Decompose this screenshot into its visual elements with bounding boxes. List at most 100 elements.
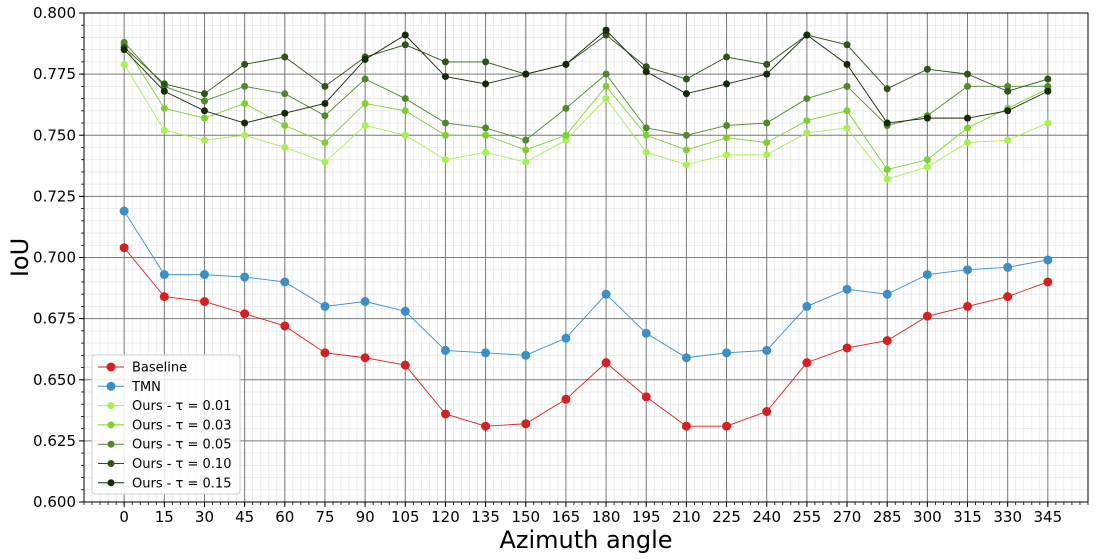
- data-point: [642, 63, 650, 71]
- legend-marker: [107, 440, 115, 448]
- data-point: [441, 58, 449, 66]
- data-point: [602, 26, 610, 34]
- data-point: [1004, 87, 1012, 95]
- data-point: [803, 95, 811, 103]
- series-layer: [119, 26, 1053, 431]
- data-point: [440, 409, 450, 419]
- data-point: [923, 65, 931, 73]
- data-point: [642, 124, 650, 132]
- data-point: [1044, 87, 1052, 95]
- data-point: [281, 143, 289, 151]
- data-point: [441, 73, 449, 81]
- data-point: [401, 41, 409, 49]
- y-tick-label: 0.625: [33, 432, 76, 450]
- data-point: [200, 97, 208, 105]
- data-point: [763, 151, 771, 159]
- data-point: [562, 60, 570, 68]
- data-point: [802, 301, 812, 311]
- data-point: [763, 70, 771, 78]
- data-point: [482, 131, 490, 139]
- x-tick-label: 60: [275, 508, 294, 526]
- legend-marker: [107, 479, 115, 487]
- data-point: [964, 70, 972, 78]
- data-point: [360, 353, 370, 363]
- data-point: [481, 421, 491, 431]
- x-tick-label: 105: [391, 508, 420, 526]
- data-point: [280, 277, 290, 287]
- x-tick-label: 270: [833, 508, 862, 526]
- data-point: [883, 85, 891, 93]
- series-4: [120, 38, 1052, 144]
- data-point: [1044, 82, 1052, 90]
- data-point: [562, 136, 570, 144]
- y-tick-label: 0.750: [33, 126, 76, 144]
- data-point: [281, 121, 289, 129]
- data-point: [642, 148, 650, 156]
- data-point: [641, 328, 651, 338]
- data-point: [522, 158, 530, 166]
- series-1: [119, 206, 1053, 363]
- data-point: [160, 87, 168, 95]
- series-line: [123, 42, 1048, 141]
- data-point: [1044, 119, 1052, 127]
- data-point: [120, 38, 128, 46]
- data-point: [401, 107, 409, 115]
- data-point: [883, 119, 891, 127]
- data-point: [481, 348, 491, 358]
- y-tick-label: 0.725: [33, 187, 76, 205]
- series-0: [119, 243, 1053, 431]
- y-axis: 0.600 0.625 0.650 0.675 0.700 0.725 0.750 0.775…: [33, 4, 84, 511]
- data-point: [602, 95, 610, 103]
- data-point: [723, 53, 731, 61]
- data-point: [802, 358, 812, 368]
- data-point: [160, 104, 168, 112]
- x-tick-label: 165: [552, 508, 581, 526]
- data-point: [1003, 262, 1013, 272]
- data-point: [521, 419, 531, 429]
- x-axis: 0 15 30 45 60 75 90 105 120 135 150 165 180 195 210 225…: [83, 502, 1089, 526]
- data-point: [321, 82, 329, 90]
- series-line: [123, 247, 1048, 427]
- data-point: [241, 99, 249, 107]
- x-tick-label: 90: [356, 508, 375, 526]
- legend-marker: [107, 421, 115, 429]
- x-tick-label: 285: [873, 508, 902, 526]
- data-point: [200, 90, 208, 98]
- data-point: [762, 407, 772, 417]
- data-point: [361, 75, 369, 83]
- legend-label: Ours - τ = 0.10: [132, 457, 231, 472]
- data-point: [200, 136, 208, 144]
- legend-label: Baseline: [132, 361, 187, 376]
- data-point: [321, 112, 329, 120]
- data-point: [281, 90, 289, 98]
- legend-label: Ours - τ = 0.15: [132, 476, 231, 491]
- x-tick-label: 120: [431, 508, 460, 526]
- data-point: [360, 297, 370, 307]
- data-point: [843, 82, 851, 90]
- x-tick-label: 180: [592, 508, 621, 526]
- data-point: [642, 68, 650, 76]
- data-point: [240, 309, 250, 319]
- x-tick-label: 300: [913, 508, 942, 526]
- data-point: [923, 163, 931, 171]
- data-point: [1004, 107, 1012, 115]
- data-point: [681, 421, 691, 431]
- data-point: [964, 124, 972, 132]
- x-tick-label: 45: [235, 508, 254, 526]
- data-point: [882, 289, 892, 299]
- data-point: [482, 58, 490, 66]
- data-point: [482, 80, 490, 88]
- y-tick-label: 0.800: [33, 4, 76, 22]
- data-point: [1044, 75, 1052, 83]
- data-point: [120, 46, 128, 54]
- x-tick-label: 150: [511, 508, 540, 526]
- data-point: [882, 336, 892, 346]
- data-point: [241, 82, 249, 90]
- data-point: [682, 161, 690, 169]
- data-point: [441, 131, 449, 139]
- data-point: [883, 175, 891, 183]
- data-point: [803, 129, 811, 137]
- data-point: [923, 156, 931, 164]
- x-tick-label: 135: [471, 508, 500, 526]
